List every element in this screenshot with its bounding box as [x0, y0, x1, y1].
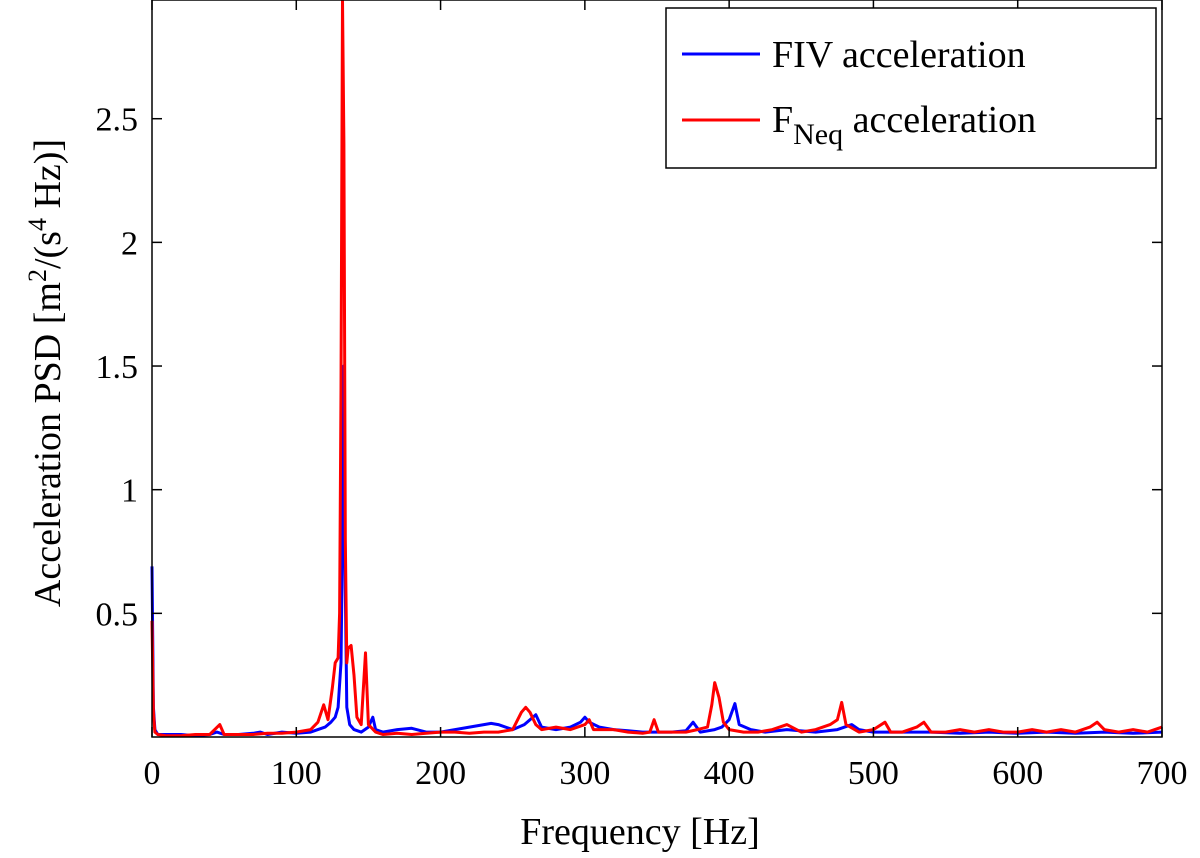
x-tick-label: 600	[992, 755, 1043, 792]
x-tick-label: 700	[1137, 755, 1188, 792]
series-line-fneq	[150, 0, 1163, 738]
y-axis-title-sup2: 4	[23, 218, 52, 231]
legend: FIV acceleration FNeq acceleration	[665, 7, 1157, 169]
legend-label-fneq-sub: Neq	[793, 118, 843, 151]
x-tick-label: 400	[704, 755, 755, 792]
y-axis-title: Acceleration PSD [m2/(s4 Hz)]	[23, 139, 69, 607]
legend-label-fneq-rest: acceleration	[843, 99, 1036, 141]
x-axis-ticks: 0 100 200 300 400 500 600 700	[144, 0, 1188, 792]
y-axis-title-sup1: 2	[23, 269, 52, 282]
y-axis-title-mid: /(s	[27, 231, 69, 269]
legend-box	[665, 7, 1157, 169]
x-tick-label: 100	[271, 755, 322, 792]
x-tick-label: 300	[559, 755, 610, 792]
y-axis-title-prefix: Acceleration PSD [m	[27, 282, 69, 607]
x-tick-label: 500	[848, 755, 899, 792]
x-tick-label: 0	[144, 755, 161, 792]
legend-label-fneq: FNeq acceleration	[772, 99, 1036, 151]
y-axis-title-suffix: Hz)]	[27, 139, 69, 218]
plot-frame	[151, 0, 1163, 738]
y-tick-label: 1.5	[96, 349, 139, 386]
y-tick-label: 2.5	[96, 102, 139, 139]
y-tick-label: 1	[121, 473, 138, 510]
series-line-fiv	[150, 364, 1163, 738]
x-tick-label: 200	[415, 755, 466, 792]
legend-label-fiv: FIV acceleration	[772, 34, 1026, 76]
x-axis-title: Frequency [Hz]	[520, 811, 760, 853]
series-layer	[150, 0, 1163, 738]
legend-label-fneq-main: F	[772, 99, 793, 141]
y-axis-ticks: 0.5 1 1.5 2 2.5	[96, 102, 1162, 633]
y-tick-label: 2	[121, 225, 138, 262]
y-tick-label: 0.5	[96, 596, 139, 633]
